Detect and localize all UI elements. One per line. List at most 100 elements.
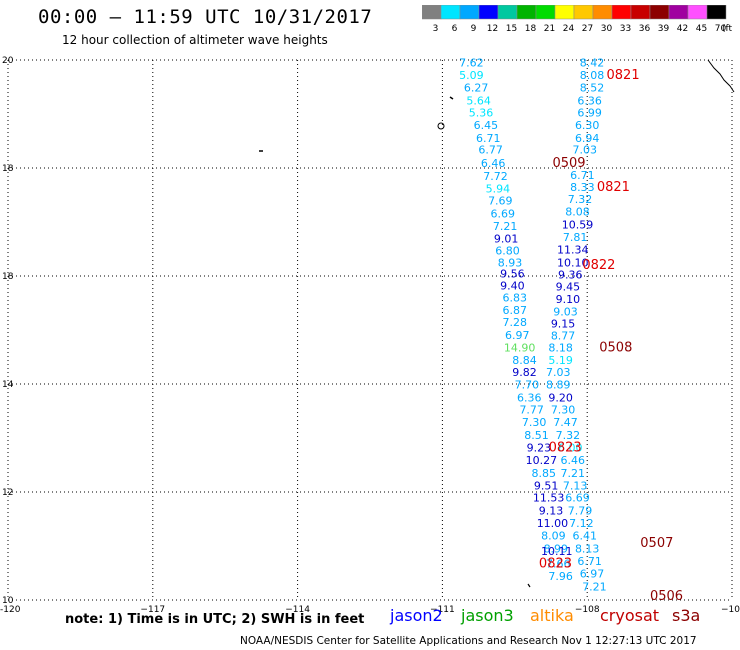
wave-height-label: 7.66 <box>546 558 571 571</box>
wave-height-label: 6.77 <box>478 143 503 156</box>
wave-height-label: 7.62 <box>459 56 484 69</box>
map-grid <box>7 59 733 601</box>
legend-swatch <box>516 5 537 20</box>
wave-height-label: 11.00 <box>537 517 569 530</box>
wave-height-label: 10.10 <box>557 256 589 269</box>
legend-tick-label: 70 <box>715 24 727 34</box>
wave-height-label: 6.71 <box>476 132 501 145</box>
wave-height-label: 7.70 <box>515 378 540 391</box>
wave-height-label: 7.96 <box>548 570 573 583</box>
legend-tick-label: 6 <box>452 24 458 34</box>
wave-height-label: 6.71 <box>577 555 602 568</box>
wave-height-label: 6.27 <box>464 81 489 94</box>
legend-tick-label: 21 <box>544 24 555 34</box>
legend-swatch <box>611 5 632 20</box>
wave-height-label: 7.12 <box>569 517 594 530</box>
satellite-legend-item: jason3 <box>461 606 514 625</box>
wave-height-label: 10.27 <box>526 454 558 467</box>
pass-time-label: 0823 <box>539 557 572 572</box>
pass-time-label: 0509 <box>552 156 585 171</box>
wave-height-label: 8.09 <box>541 530 566 543</box>
wave-height-label: 8.77 <box>551 330 576 343</box>
map-subtitle: 12 hour collection of altimeter wave hei… <box>62 33 328 47</box>
coastline <box>259 59 735 588</box>
wave-height-label: 7.30 <box>551 404 576 417</box>
wave-height-label: 8.33 <box>570 181 595 194</box>
wave-height-label: 6.97 <box>580 567 605 580</box>
wave-height-label: 7.79 <box>568 505 593 518</box>
legend-tick-label: 45 <box>696 24 707 34</box>
legend-swatch <box>592 5 613 20</box>
wave-height-label: 11.34 <box>557 243 589 256</box>
wave-height-label: 8.84 <box>512 354 537 367</box>
wave-height-label: 8.42 <box>580 56 605 69</box>
wave-height-label: 6.69 <box>490 208 515 221</box>
wave-height-label: 7.32 <box>568 193 593 206</box>
wave-height-label: 9.20 <box>548 391 573 404</box>
wave-height-label: 6.97 <box>505 329 530 342</box>
wave-height-label: 8.85 <box>532 467 557 480</box>
wave-height-label: 6.30 <box>575 119 600 132</box>
wave-height-label: 6.46 <box>481 157 506 170</box>
lat-tick-label: 18 <box>2 272 14 282</box>
units-note: note: 1) Time is in UTC; 2) SWH is in fe… <box>65 612 365 627</box>
island-marker <box>437 122 445 130</box>
wave-height-label: 7.81 <box>563 231 588 244</box>
wave-height-label: 6.41 <box>573 530 598 543</box>
wave-height-label: 7.77 <box>519 404 544 417</box>
legend-tick-label: 39 <box>658 24 670 34</box>
lon-tick-label: −111 <box>430 605 455 615</box>
island-marker <box>449 96 454 100</box>
legend-tick-label: 42 <box>677 24 688 34</box>
wave-height-label: 7.21 <box>582 580 607 593</box>
wave-height-label: 11.53 <box>533 492 565 505</box>
legend-tick-label: 27 <box>582 24 593 34</box>
pass-time-labels: 0821 0509 0821 0822 0508 0823 0507 0823 0506 <box>539 68 683 604</box>
credit-line: NOAA/NESDIS Center for Satellite Applica… <box>240 635 697 647</box>
legend-tick-label: 33 <box>620 24 631 34</box>
wave-height-label: 7.21 <box>493 220 518 233</box>
wave-height-label: 7.30 <box>522 416 547 429</box>
pass-time-label: 0821 <box>607 68 640 83</box>
coastline-baja-tip <box>707 59 735 93</box>
lat-tick-label: 14 <box>2 380 14 390</box>
wave-height-label: 9.23 <box>527 442 552 455</box>
legend-swatch <box>478 5 499 20</box>
lon-tick-label: −10 <box>721 605 740 615</box>
wave-height-label: 10.11 <box>541 545 573 558</box>
legend-swatch <box>554 5 575 20</box>
wave-height-label: 6.80 <box>495 244 520 257</box>
wave-height-label: 8.13 <box>575 542 600 555</box>
wave-height-label: 6.36 <box>517 391 542 404</box>
legend-tick-label: 36 <box>639 24 651 34</box>
wave-height-label: 6.00 <box>558 442 583 455</box>
wave-height-label: 8.99 <box>544 542 569 555</box>
wave-height-label: 7.21 <box>560 467 585 480</box>
island-marker <box>527 583 531 588</box>
pass-time-label: 0508 <box>599 341 632 356</box>
wave-height-label: 6.36 <box>577 94 602 107</box>
wave-height-label: 7.28 <box>503 316 528 329</box>
wave-height-label: 5.19 <box>548 354 573 367</box>
wave-height-label: 5.36 <box>469 107 494 120</box>
wave-height-label: 7.13 <box>563 479 588 492</box>
wave-height-label: 5.09 <box>459 69 484 82</box>
wave-height-label: 6.69 <box>565 492 590 505</box>
lon-tick-label: −108 <box>575 605 600 615</box>
wave-height-label: 7.72 <box>483 170 508 183</box>
wave-height-label: 8.52 <box>580 81 605 94</box>
wave-height-label: 7.03 <box>573 143 598 156</box>
wave-height-label: 8.18 <box>548 342 573 355</box>
wave-height-label: 9.45 <box>556 281 581 294</box>
legend-swatch <box>440 5 461 20</box>
legend-tick-label: 18 <box>525 24 537 34</box>
wave-height-label: 6.46 <box>560 454 585 467</box>
wave-height-label: 7.32 <box>556 429 581 442</box>
wave-height-label: 10.59 <box>562 218 594 231</box>
lon-tick-label: -120 <box>0 605 21 615</box>
wave-height-label: 8.89 <box>546 378 571 391</box>
pass-time-label: 0506 <box>650 589 683 604</box>
legend-swatch <box>497 5 518 20</box>
wave-height-label: 9.13 <box>539 505 564 518</box>
lon-tick-label: −114 <box>285 605 310 615</box>
